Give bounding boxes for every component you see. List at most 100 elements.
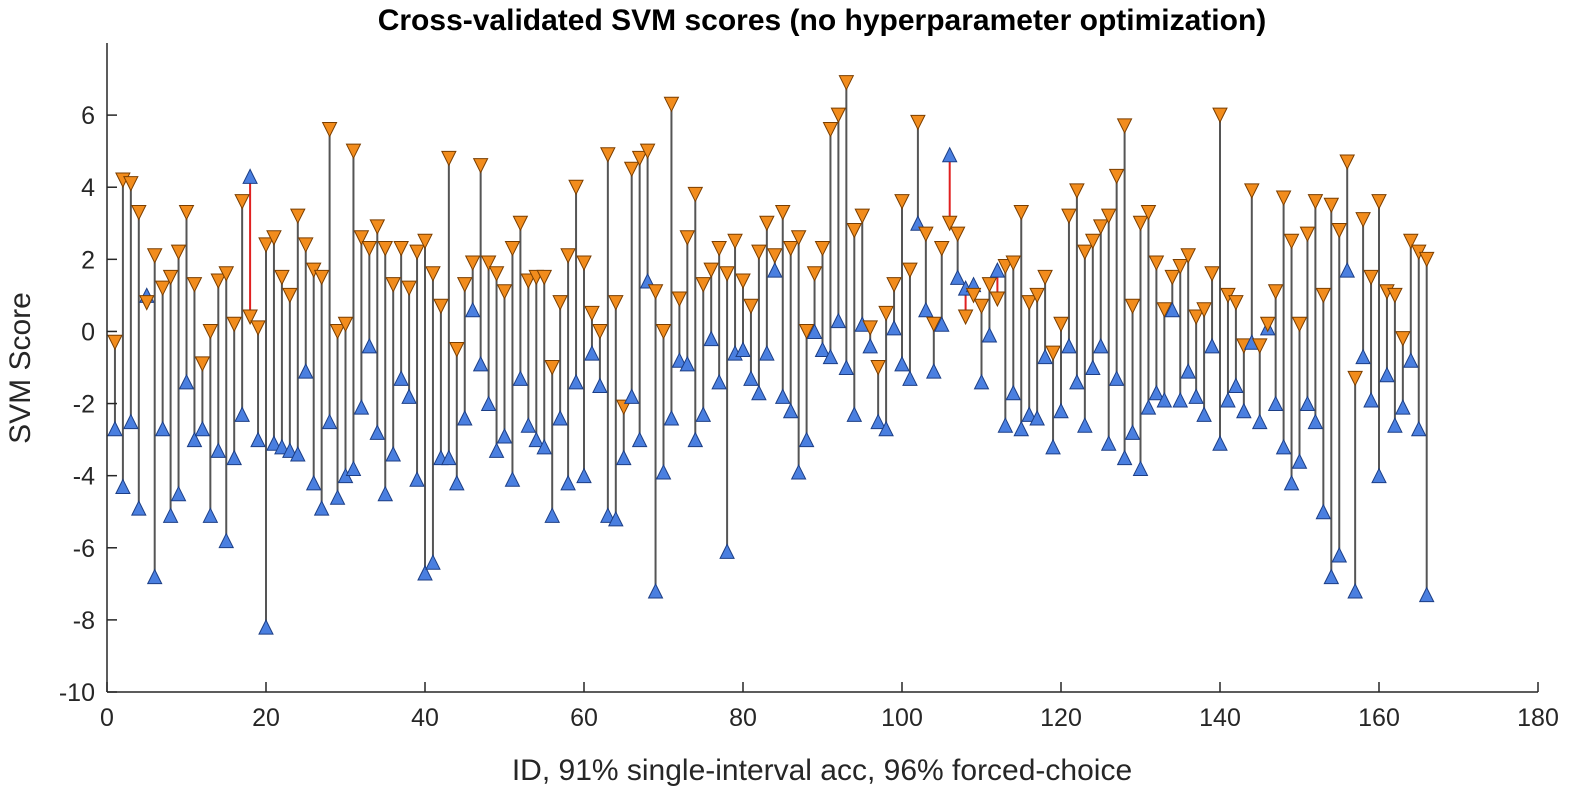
- class-b-point: [512, 215, 529, 232]
- class-b-point: [123, 176, 139, 192]
- class-b-point: [957, 309, 974, 326]
- class-a-point: [417, 564, 433, 581]
- class-b-point: [258, 237, 274, 254]
- class-b-point: [846, 222, 863, 239]
- class-b-point: [941, 215, 958, 232]
- class-a-point: [1084, 359, 1101, 375]
- class-b-point: [774, 204, 791, 221]
- class-b-point: [822, 122, 839, 138]
- class-b-point: [170, 244, 187, 261]
- class-a-point: [218, 532, 235, 549]
- x-tick-label: 60: [570, 704, 598, 732]
- class-a-point: [194, 420, 211, 437]
- class-a-point: [1172, 391, 1189, 408]
- class-b-point: [719, 266, 735, 282]
- x-tick-label: 180: [1517, 704, 1559, 732]
- class-b-point: [1418, 251, 1435, 268]
- class-a-point: [107, 420, 123, 437]
- class-a-point: [1140, 399, 1157, 415]
- class-a-point: [1283, 474, 1300, 491]
- class-a-point: [1323, 568, 1340, 585]
- class-a-point: [1100, 435, 1117, 451]
- class-a-point: [258, 618, 274, 635]
- class-a-point: [1236, 402, 1252, 419]
- class-a-point: [671, 352, 688, 368]
- class-b-point: [1037, 269, 1053, 286]
- class-a-point: [369, 424, 386, 440]
- class-a-point: [592, 377, 608, 394]
- class-a-point: [878, 420, 894, 437]
- class-b-point: [997, 259, 1014, 275]
- class-a-point: [353, 399, 370, 415]
- class-b-point: [1188, 309, 1204, 326]
- class-b-point: [1347, 370, 1363, 387]
- class-a-point: [1196, 406, 1212, 422]
- class-b-point: [743, 298, 759, 315]
- class-a-point: [647, 582, 664, 599]
- class-b-point: [337, 316, 354, 333]
- class-b-point: [1061, 208, 1077, 225]
- class-b-point: [1108, 168, 1125, 185]
- class-a-point: [1347, 582, 1363, 599]
- class-a-point: [782, 402, 799, 419]
- x-tick-label: 40: [411, 704, 439, 732]
- class-b-point: [790, 230, 807, 246]
- class-b-point: [870, 360, 886, 376]
- class-a-point: [568, 373, 584, 390]
- class-a-point: [1331, 546, 1348, 563]
- class-a-point: [1228, 377, 1244, 394]
- class-a-point: [512, 370, 529, 386]
- class-a-point: [234, 406, 250, 422]
- class-b-point: [1204, 266, 1220, 282]
- class-b-point: [584, 305, 600, 322]
- class-a-point: [743, 370, 759, 386]
- class-a-point: [918, 301, 934, 318]
- class-b-point: [1084, 233, 1101, 250]
- class-b-point: [361, 241, 378, 257]
- class-b-point: [1005, 255, 1022, 272]
- class-a-point: [1061, 337, 1077, 354]
- class-a-point: [274, 438, 290, 455]
- class-a-point: [1339, 262, 1356, 278]
- class-b-point: [154, 280, 171, 297]
- class-a-point: [1132, 460, 1149, 476]
- class-a-point: [655, 463, 672, 480]
- x-tick-label: 20: [252, 704, 280, 732]
- class-a-point: [1013, 420, 1030, 437]
- class-a-point: [1379, 366, 1395, 383]
- class-b-point: [830, 107, 847, 124]
- class-a-point: [210, 442, 227, 458]
- class-a-point: [1053, 402, 1069, 419]
- class-b-point: [409, 244, 425, 261]
- class-a-point: [321, 413, 338, 430]
- class-b-point: [377, 241, 394, 257]
- class-b-point: [623, 161, 640, 178]
- class-b-point: [234, 194, 250, 210]
- class-a-point: [838, 359, 855, 375]
- class-b-point: [504, 241, 521, 257]
- class-b-point: [782, 241, 799, 257]
- class-b-point: [496, 284, 513, 300]
- class-b-point: [973, 298, 990, 315]
- x-axis-label: ID, 91% single-interval acc, 96% forced-…: [512, 754, 1132, 787]
- class-b-point: [751, 244, 767, 261]
- class-a-point: [1069, 373, 1085, 390]
- class-b-point: [1172, 259, 1189, 275]
- class-b-point: [472, 158, 489, 174]
- class-b-point: [1355, 212, 1371, 228]
- class-a-point: [1108, 370, 1125, 386]
- class-b-point: [918, 226, 934, 243]
- class-b-point: [1339, 154, 1356, 171]
- class-a-point: [456, 409, 473, 426]
- class-a-point: [623, 388, 640, 404]
- class-a-point: [584, 344, 600, 361]
- class-a-point: [178, 373, 195, 390]
- class-a-point: [1188, 388, 1204, 404]
- class-b-point: [687, 186, 704, 203]
- class-b-point: [146, 248, 163, 264]
- class-b-point: [671, 291, 688, 308]
- class-a-point: [448, 474, 465, 491]
- class-b-point: [520, 273, 537, 290]
- class-a-point: [941, 146, 958, 163]
- class-a-point: [790, 463, 807, 480]
